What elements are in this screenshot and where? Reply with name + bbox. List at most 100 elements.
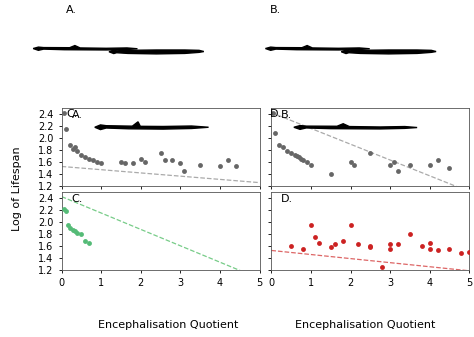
Point xyxy=(272,130,279,136)
Point xyxy=(176,160,184,165)
Point xyxy=(78,231,85,236)
Text: C.: C. xyxy=(72,194,83,204)
Point xyxy=(169,158,176,163)
Point xyxy=(327,244,335,250)
Point xyxy=(82,238,89,244)
Point xyxy=(161,158,168,163)
Point xyxy=(446,246,453,251)
Point xyxy=(137,156,145,161)
Point xyxy=(275,142,283,148)
Point xyxy=(66,142,73,148)
Point xyxy=(418,243,426,248)
Point xyxy=(434,248,441,253)
Point xyxy=(406,162,414,167)
Point xyxy=(85,156,93,161)
Point xyxy=(465,249,473,254)
Text: D.: D. xyxy=(281,194,293,204)
Text: Log of Lifespan: Log of Lifespan xyxy=(11,146,22,231)
Point xyxy=(181,168,188,173)
Point xyxy=(73,230,81,235)
Point xyxy=(426,246,434,251)
Point xyxy=(390,159,398,164)
Point xyxy=(347,159,355,164)
Point xyxy=(280,144,287,149)
Point xyxy=(311,234,319,239)
Text: B.: B. xyxy=(281,110,292,120)
Point xyxy=(64,222,72,227)
Point xyxy=(457,250,465,255)
Point xyxy=(287,150,295,155)
Text: Encephalisation Quotient: Encephalisation Quotient xyxy=(98,320,238,330)
Point xyxy=(295,154,303,160)
Point xyxy=(60,110,67,115)
Point xyxy=(292,152,299,157)
Point xyxy=(60,206,67,211)
Point xyxy=(394,242,402,247)
Point xyxy=(287,243,295,248)
Point xyxy=(196,162,204,167)
Point xyxy=(406,231,414,236)
Point xyxy=(303,159,311,164)
Point xyxy=(327,171,335,176)
Point xyxy=(434,158,441,163)
Point xyxy=(70,227,77,232)
Point xyxy=(121,161,129,166)
Text: B.: B. xyxy=(270,5,282,16)
Text: C.: C. xyxy=(66,109,78,119)
Point xyxy=(293,153,301,158)
Point xyxy=(386,162,394,167)
Point xyxy=(355,242,362,247)
Point xyxy=(297,156,305,161)
Point xyxy=(97,160,105,165)
Point xyxy=(386,242,394,247)
Point xyxy=(73,148,81,154)
Point xyxy=(224,158,232,163)
Point xyxy=(117,159,125,164)
Point xyxy=(366,150,374,155)
Point xyxy=(93,159,101,164)
Point xyxy=(85,240,93,245)
Point xyxy=(339,238,346,244)
Point xyxy=(426,240,434,245)
Point xyxy=(72,228,79,234)
Text: A.: A. xyxy=(72,110,82,120)
Point xyxy=(307,222,315,227)
Polygon shape xyxy=(95,122,209,130)
Point xyxy=(70,146,77,151)
Text: D.: D. xyxy=(270,109,283,119)
Point xyxy=(347,222,355,227)
Point xyxy=(129,160,137,165)
Polygon shape xyxy=(109,50,204,54)
Point xyxy=(82,154,89,160)
Point xyxy=(216,164,224,169)
Point xyxy=(394,168,402,173)
Polygon shape xyxy=(341,50,436,54)
Point xyxy=(315,240,323,245)
Point xyxy=(62,126,69,131)
Point xyxy=(72,144,79,149)
Point xyxy=(426,162,434,167)
Point xyxy=(78,152,85,157)
Point xyxy=(307,162,315,167)
Point xyxy=(232,164,239,169)
Point xyxy=(366,244,374,250)
Point xyxy=(378,264,386,269)
Point xyxy=(299,246,307,251)
Point xyxy=(366,243,374,248)
Point xyxy=(446,165,453,171)
Point xyxy=(283,148,291,154)
Point xyxy=(299,158,307,163)
Polygon shape xyxy=(33,45,137,50)
Point xyxy=(90,158,97,163)
Point xyxy=(62,208,69,214)
Text: Encephalisation Quotient: Encephalisation Quotient xyxy=(295,320,435,330)
Point xyxy=(157,150,164,155)
Text: A.: A. xyxy=(66,5,77,16)
Point xyxy=(141,159,148,164)
Point xyxy=(331,242,338,247)
Point xyxy=(351,162,358,167)
Polygon shape xyxy=(294,124,417,129)
Point xyxy=(270,110,277,115)
Point xyxy=(66,225,73,231)
Point xyxy=(386,246,394,251)
